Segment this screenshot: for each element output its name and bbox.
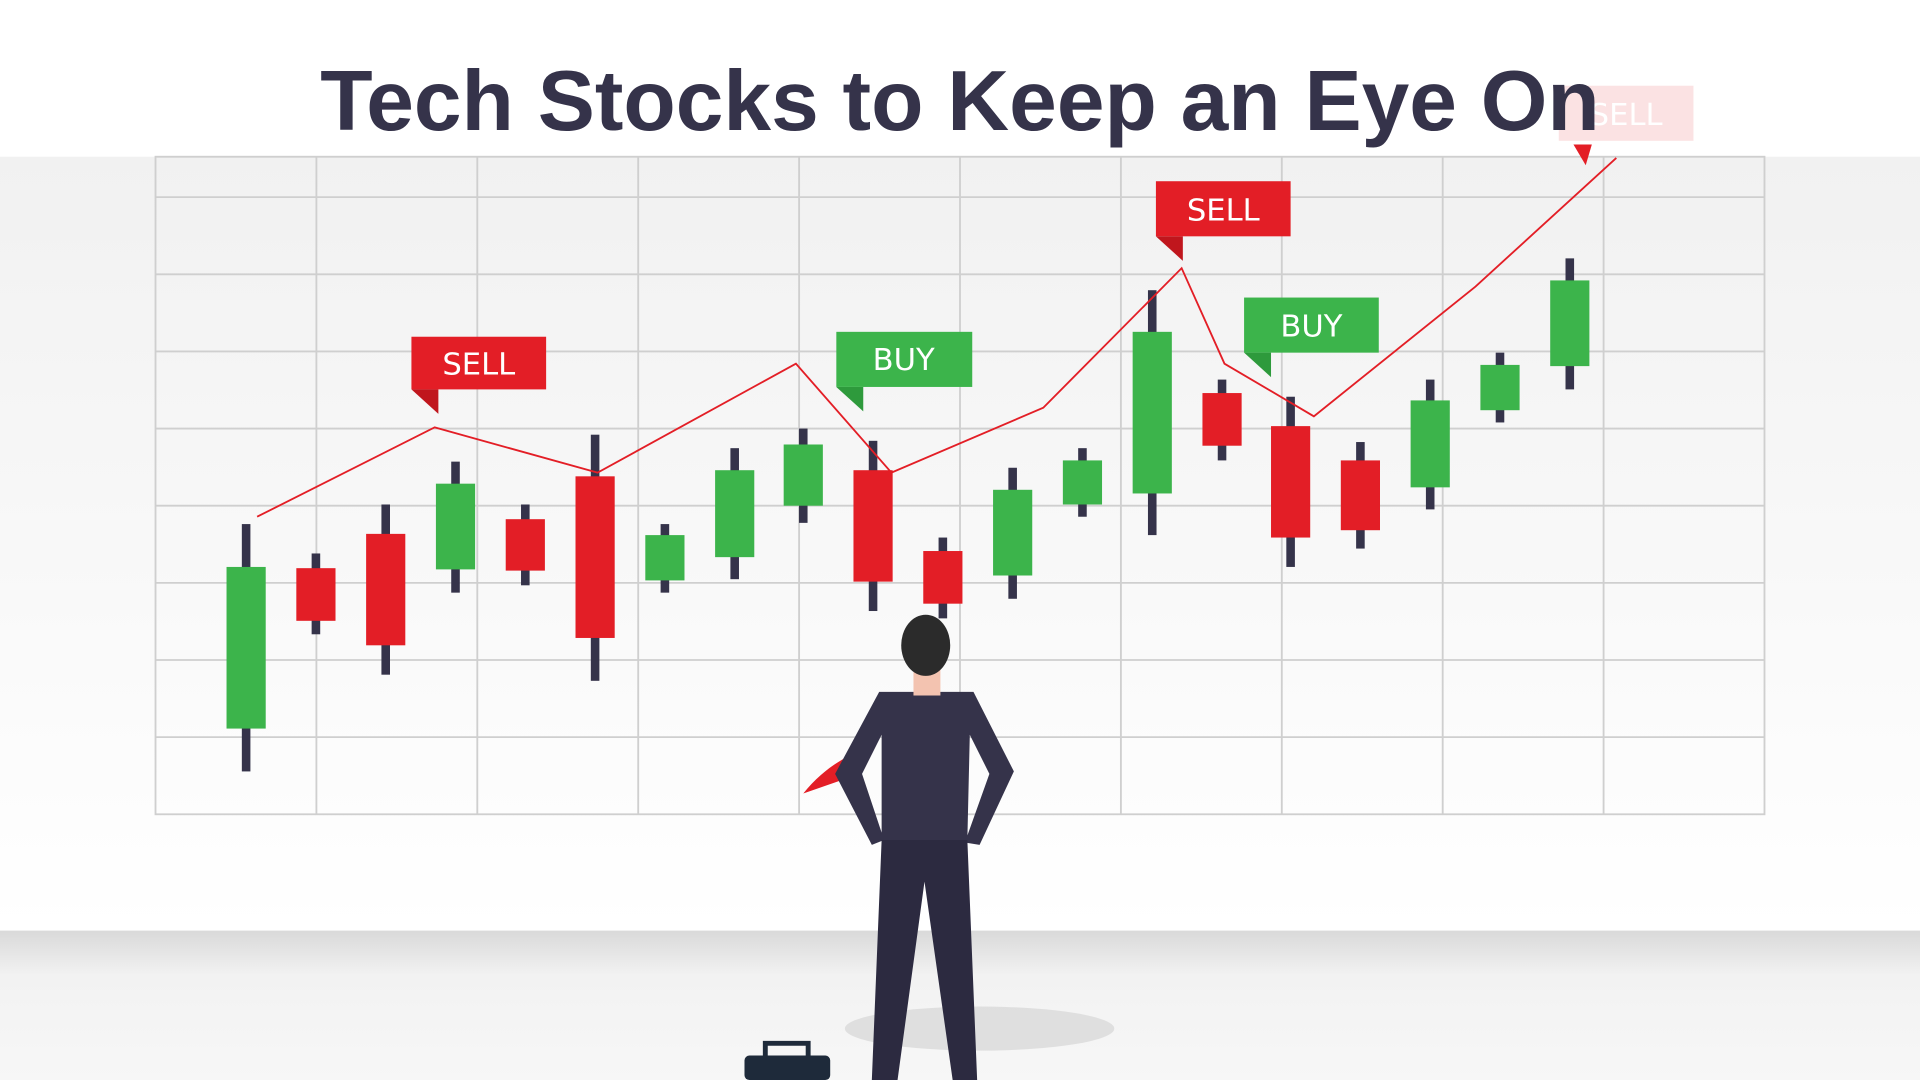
- candle-body: [1271, 426, 1311, 538]
- candle-body: [296, 568, 336, 621]
- signal-label: SELL: [442, 348, 515, 383]
- signal-pointer: [1573, 144, 1592, 166]
- signal-label: SELL: [1187, 193, 1260, 228]
- candle-body: [435, 483, 476, 570]
- candle-body: [715, 470, 755, 558]
- candlesticks: [226, 258, 1590, 772]
- candle-body: [1340, 460, 1380, 531]
- candle-body: [575, 476, 615, 638]
- candle-body: [1550, 280, 1590, 367]
- candle-body: [366, 533, 406, 646]
- candle-body: [993, 489, 1033, 576]
- trend-line: [256, 157, 1617, 518]
- candle-body: [226, 566, 266, 729]
- candle-body: [853, 470, 893, 582]
- candle-body: [923, 551, 963, 604]
- candle-body: [1062, 460, 1103, 505]
- signal-label: BUY: [1280, 310, 1342, 345]
- candle-body: [645, 535, 685, 581]
- candle-body: [783, 444, 823, 506]
- candle-body: [1410, 400, 1450, 488]
- signal-buy: BUY: [1244, 297, 1379, 378]
- candle-body: [1202, 393, 1242, 446]
- signal-sell: SELL: [411, 336, 547, 414]
- signal-sell: SELL: [1558, 85, 1694, 141]
- signal-sell: SELL: [1155, 181, 1291, 261]
- signal-buy: BUY: [836, 331, 973, 412]
- signal-label: SELL: [1590, 98, 1663, 133]
- signal-label: BUY: [873, 343, 935, 378]
- person: [744, 614, 1115, 1080]
- title: Tech Stocks to Keep an Eye On: [320, 53, 1600, 149]
- candle-body: [505, 519, 545, 571]
- candle-body: [1480, 364, 1520, 411]
- candle-body: [1132, 331, 1172, 494]
